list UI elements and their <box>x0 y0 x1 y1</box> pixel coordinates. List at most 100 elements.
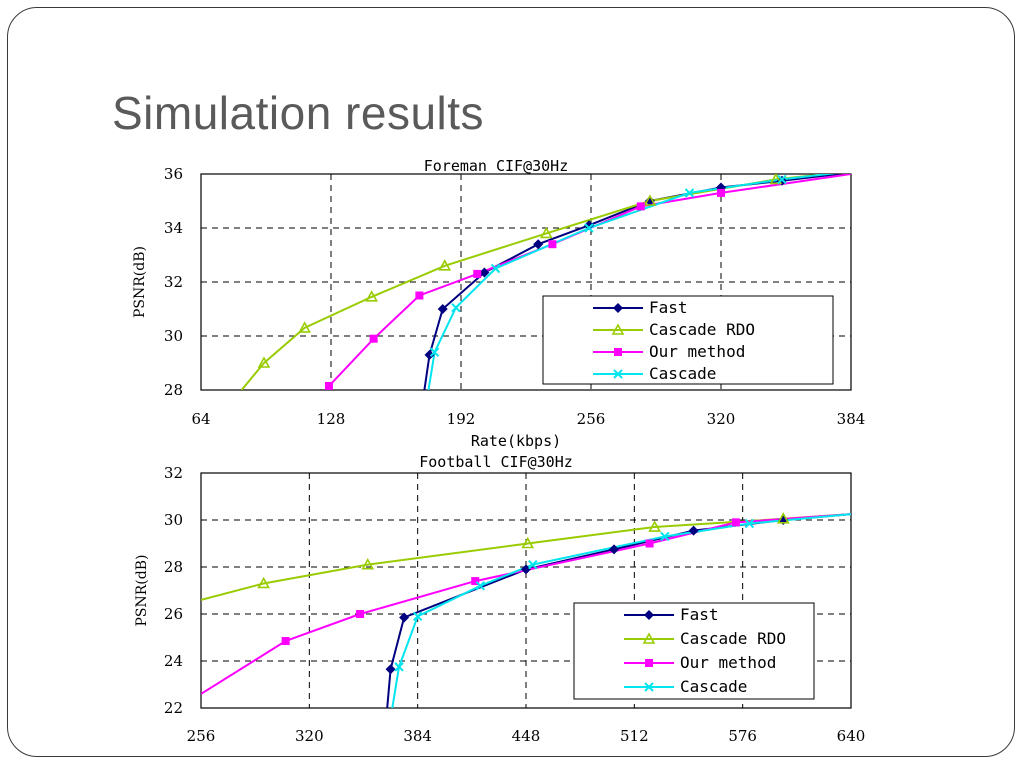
data-point-our-method <box>415 291 424 300</box>
data-point-fast <box>583 220 594 231</box>
legend-label-our-method: Our method <box>649 342 745 361</box>
chart-2: 256 320 384 448 512 576 640 22 24 26 28 30 32 Footbal… <box>134 453 865 768</box>
data-point-our-method <box>473 269 482 278</box>
series-group <box>240 174 851 390</box>
data-point-cascade <box>684 188 695 198</box>
x-axis-label: Rate(kbps) <box>471 432 561 450</box>
data-point-cascade-rdo <box>521 536 535 549</box>
data-point-cascade <box>744 518 755 529</box>
legend-label-cascade: Cascade <box>680 677 747 696</box>
data-point-our-method <box>356 610 365 618</box>
slide-frame <box>7 7 1015 757</box>
chart-title: Foreman CIF@30Hz <box>424 157 569 175</box>
x-tick-label: 64 <box>191 410 210 428</box>
y-axis-label: PSNR(dB) <box>132 246 148 318</box>
y-tick-label: 28 <box>164 558 183 576</box>
data-point-cascade <box>660 531 670 542</box>
data-point-cascade <box>451 302 461 313</box>
x-tick-label: 256 <box>577 410 606 428</box>
data-point-cascade <box>490 263 501 274</box>
legend-marker-fast <box>644 610 654 620</box>
plot-frame <box>200 472 852 709</box>
x-tick-label: 320 <box>295 727 324 745</box>
data-point-fast <box>399 612 410 623</box>
legend: Fast Cascade RDO Our method Cascade <box>542 295 834 385</box>
data-point-cascade <box>429 347 440 357</box>
legend: Fast Cascade RDO Our method Cascade <box>573 602 815 700</box>
y-tick-label: 30 <box>164 327 183 345</box>
data-point-cascade-rdo <box>361 558 375 570</box>
data-point-cascade <box>777 174 787 185</box>
data-point-cascade-rdo <box>643 194 657 206</box>
y-axis-label: PSNR(dB) <box>134 555 150 627</box>
x-tick-label: 320 <box>707 410 736 428</box>
data-point-fast <box>688 525 699 536</box>
x-tick-label: 576 <box>728 727 757 745</box>
legend-label-fast: Fast <box>649 298 688 317</box>
legend-marker-cascade <box>613 369 623 379</box>
data-point-cascade-rdo <box>365 290 378 302</box>
legend-marker-cascade-rdo <box>642 632 656 644</box>
chart-title: Football CIF@30Hz <box>419 453 573 471</box>
data-point-cascade-rdo <box>539 226 553 239</box>
data-point-our-method <box>369 334 378 343</box>
y-tick-label: 34 <box>164 219 183 237</box>
legend-label-cascade-rdo: Cascade RDO <box>649 320 755 339</box>
data-point-cascade-rdo <box>769 174 783 185</box>
x-tick-label: 640 <box>837 727 866 745</box>
data-point-fast <box>609 544 620 555</box>
legend-box <box>573 602 815 700</box>
legend-label-cascade-rdo: Cascade RDO <box>680 629 786 648</box>
data-point-cascade-rdo <box>257 356 271 368</box>
data-point-fast <box>437 304 448 314</box>
data-point-our-method <box>717 188 725 197</box>
legend-marker-our-method <box>614 348 622 356</box>
data-point-cascade <box>475 581 486 591</box>
y-tick-label: 32 <box>164 464 183 482</box>
bottom-strip <box>128 757 866 768</box>
data-point-our-method <box>324 381 333 390</box>
data-point-our-method <box>281 637 290 646</box>
data-point-fast <box>533 239 544 250</box>
data-point-our-method <box>471 577 480 586</box>
data-point-cascade <box>394 662 404 672</box>
data-point-cascade-rdo <box>438 259 452 271</box>
data-point-fast <box>521 564 531 575</box>
data-point-fast <box>385 664 396 675</box>
data-point-cascade-rdo <box>776 512 790 524</box>
legend-label-cascade: Cascade <box>649 364 716 383</box>
y-tick-label: 22 <box>164 699 183 717</box>
data-point-cascade-rdo <box>257 576 270 589</box>
plot-frame <box>200 173 852 391</box>
data-point-cascade <box>584 223 594 233</box>
legend-label-fast: Fast <box>680 605 719 624</box>
y-tick-label: 28 <box>164 381 183 399</box>
data-point-cascade-rdo <box>648 520 662 532</box>
data-point-our-method <box>731 518 740 527</box>
data-point-cascade <box>528 559 538 570</box>
y-tick-label: 26 <box>164 605 183 623</box>
x-tick-label: 384 <box>403 727 432 745</box>
data-point-fast <box>479 267 490 278</box>
y-tick-label: 32 <box>164 273 183 291</box>
x-tick-label: 384 <box>837 410 866 428</box>
x-tick-label: 448 <box>512 727 541 745</box>
series-line-cascade <box>427 174 837 390</box>
legend-marker-our-method <box>645 659 653 667</box>
data-point-our-method <box>645 539 654 548</box>
legend-box <box>542 295 834 385</box>
data-point-fast <box>424 349 435 360</box>
series-group <box>201 512 851 708</box>
y-tick-label: 24 <box>164 652 183 670</box>
data-point-fast <box>644 196 655 206</box>
x-tick-label: 192 <box>447 410 476 428</box>
data-point-our-method <box>548 240 557 249</box>
legend-marker-cascade <box>644 682 654 692</box>
x-tick-label: 128 <box>317 410 346 428</box>
x-tick-label: 512 <box>620 727 649 745</box>
slide-title: Simulation results <box>112 87 485 139</box>
x-tick-label: 256 <box>187 727 216 745</box>
y-tick-label: 36 <box>164 165 183 183</box>
legend-marker-fast <box>613 303 623 313</box>
